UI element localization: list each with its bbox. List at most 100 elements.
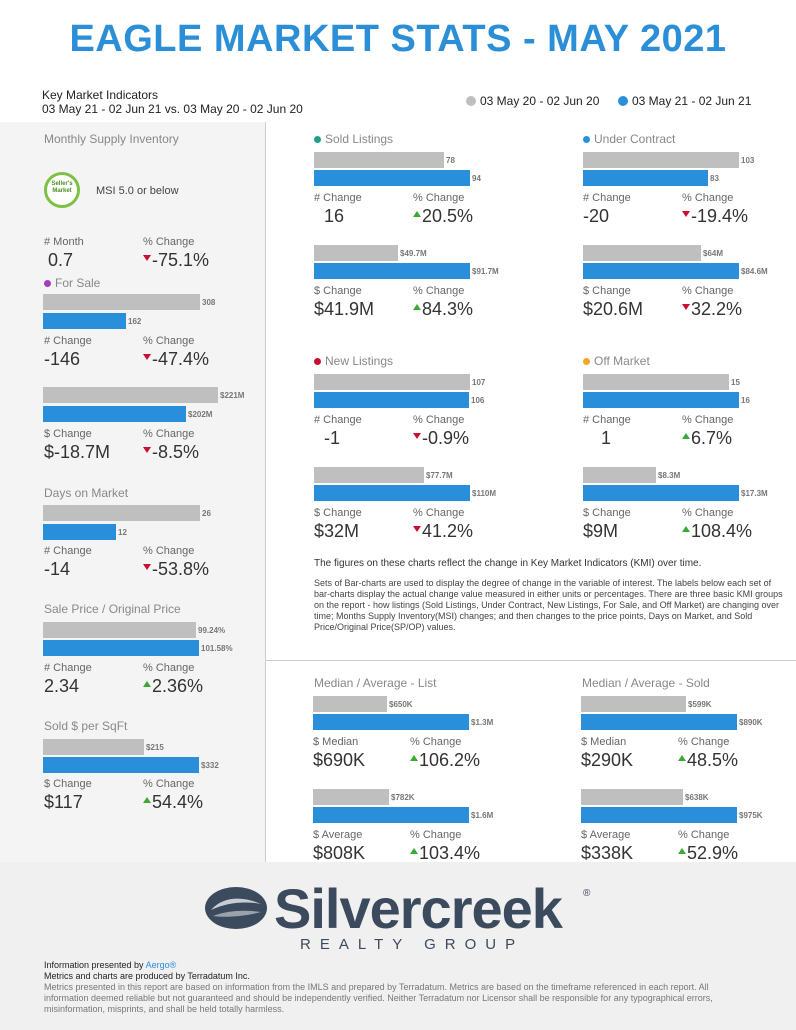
- notes-lead: The figures on these charts reflect the …: [314, 558, 702, 569]
- off-market-prev-value: 15: [731, 378, 740, 387]
- sold-label: Sold Listings: [314, 132, 393, 146]
- horizontal-divider: [265, 660, 796, 661]
- sold-bar-prev: [314, 152, 444, 168]
- legend-prev: 03 May 20 - 02 Jun 20: [466, 94, 599, 108]
- uc-dollar-curr-value: $84.6M: [741, 267, 768, 276]
- for-sale-dollar-value: $-18.7M: [44, 442, 111, 462]
- sold-curr-value: 94: [472, 174, 481, 183]
- off-market-dollar-prev-value: $8.3M: [658, 471, 681, 480]
- uc-pct-change: -19.4%: [682, 206, 748, 227]
- legend-curr-label: 03 May 21 - 02 Jun 21: [632, 94, 752, 108]
- sp-pct-value: 2.36%: [152, 676, 204, 696]
- new-listings-dollar-curr-value: $110M: [472, 489, 497, 498]
- off-market-bar-curr: [583, 392, 739, 408]
- sold-label-text: Sold Listings: [325, 132, 394, 146]
- med-sold-label: Median / Average - Sold: [582, 676, 710, 690]
- sqft-prev-value: $215: [146, 743, 164, 752]
- sold-dollar-prev-value: $49.7M: [400, 249, 427, 258]
- down-arrow-icon: [143, 564, 151, 570]
- sold-bar-curr: [314, 170, 470, 186]
- notes-body: Sets of Bar-charts are used to display t…: [314, 578, 783, 632]
- up-arrow-icon: [678, 848, 686, 854]
- sp-pct-label: % Change: [143, 662, 195, 674]
- med-sold-median-prev-value: $599K: [688, 700, 712, 709]
- for-sale-dollar-pct-change: -8.5%: [143, 442, 199, 463]
- off-market-dollar-pct-label: % Change: [682, 507, 734, 519]
- down-arrow-icon: [413, 526, 421, 532]
- produced-by: Metrics and charts are produced by Terra…: [44, 971, 250, 981]
- sp-pct-change: 2.36%: [143, 676, 203, 697]
- for-sale-num-label: # Change: [44, 335, 92, 347]
- uc-dollar-value: $20.6M: [583, 299, 644, 319]
- new-listings-prev-value: 107: [472, 378, 486, 387]
- sp-bar-curr: [43, 640, 199, 656]
- uc-prev-value: 103: [741, 156, 755, 165]
- off-market-bar-prev: [583, 374, 729, 390]
- med-sold-median-pct-label: % Change: [678, 736, 730, 748]
- legend-prev-label: 03 May 20 - 02 Jun 20: [480, 94, 600, 108]
- up-arrow-icon: [143, 681, 151, 687]
- logo-subtitle: REALTY GROUP: [300, 936, 525, 953]
- med-sold-median-curr-value: $890K: [739, 718, 763, 727]
- vertical-divider: [265, 122, 266, 862]
- for-sale-prev-value: 308: [202, 298, 216, 307]
- for-sale-label: For Sale: [44, 276, 100, 290]
- uc-bar-curr: [583, 170, 708, 186]
- sqft-bar-prev: [43, 739, 144, 755]
- uc-bar-prev: [583, 152, 739, 168]
- med-sold-average-pct-label: % Change: [678, 829, 730, 841]
- new-listings-dollar-bar-prev: [314, 467, 424, 483]
- new-listings-pct-value: -0.9%: [422, 428, 470, 448]
- for-sale-dollar-label: $ Change: [44, 428, 92, 440]
- med-sold-average-curr-value: $975K: [739, 811, 763, 820]
- med-sold-median-bar-prev: [581, 696, 686, 712]
- sold-dollar-bar-curr: [314, 263, 470, 279]
- sold-dollar-pct-label: % Change: [413, 285, 465, 297]
- legend-curr: 03 May 21 - 02 Jun 21: [618, 94, 751, 108]
- off-market-dollar-value: $9M: [583, 521, 619, 541]
- sold-dot: [314, 136, 321, 143]
- med-list-median-label: $ Median: [313, 736, 359, 748]
- new-listings-num-label: # Change: [314, 414, 362, 426]
- med-list-median-curr-value: $1.3M: [471, 718, 494, 727]
- sp-curr-value: 101.58%: [201, 644, 233, 653]
- down-arrow-icon: [682, 304, 690, 310]
- off-market-num-value: 1: [601, 428, 612, 448]
- sold-prev-value: 78: [446, 156, 455, 165]
- med-sold-median-pct-value: 48.5%: [687, 750, 739, 770]
- dom-label: Days on Market: [44, 486, 129, 500]
- uc-num-value: -20: [583, 206, 610, 226]
- dom-bar-curr: [43, 524, 116, 540]
- page-title: EAGLE MARKET STATS - MAY 2021: [69, 18, 727, 60]
- new-listings-dollar-pct-change: 41.2%: [413, 521, 473, 542]
- uc-curr-value: 83: [710, 174, 719, 183]
- header-band: [0, 84, 796, 120]
- uc-label: Under Contract: [583, 132, 675, 146]
- logo-wordmark: Silvercreek: [274, 877, 563, 940]
- aergo-link[interactable]: Aergo®: [145, 960, 177, 970]
- off-market-dollar-label: $ Change: [583, 507, 631, 519]
- up-arrow-icon: [410, 755, 418, 761]
- dom-prev-value: 26: [202, 509, 211, 518]
- left-panel: [0, 122, 265, 862]
- footer: [0, 862, 796, 1030]
- sqft-label: Sold $ per SqFt: [44, 719, 128, 733]
- sold-num-label: # Change: [314, 192, 362, 204]
- uc-pct-label: % Change: [682, 192, 734, 204]
- for-sale-pct-label: % Change: [143, 335, 195, 347]
- up-arrow-icon: [143, 797, 151, 803]
- dom-pct-change: -53.8%: [143, 559, 209, 580]
- off-market-label: Off Market: [583, 354, 650, 368]
- off-market-dollar-bar-curr: [583, 485, 739, 501]
- sold-dollar-pct-value: 84.3%: [422, 299, 474, 319]
- sqft-pct-label: % Change: [143, 778, 195, 790]
- new-listings-pct-change: -0.9%: [413, 428, 469, 449]
- sold-dollar-curr-value: $91.7M: [472, 267, 499, 276]
- down-arrow-icon: [682, 211, 690, 217]
- sqft-num-label: $ Change: [44, 778, 92, 790]
- med-list-median-pct-change: 106.2%: [410, 750, 480, 771]
- med-list-median-bar-curr: [313, 714, 469, 730]
- down-arrow-icon: [143, 255, 151, 261]
- med-list-median-pct-value: 106.2%: [419, 750, 481, 770]
- sqft-pct-value: 54.4%: [152, 792, 204, 812]
